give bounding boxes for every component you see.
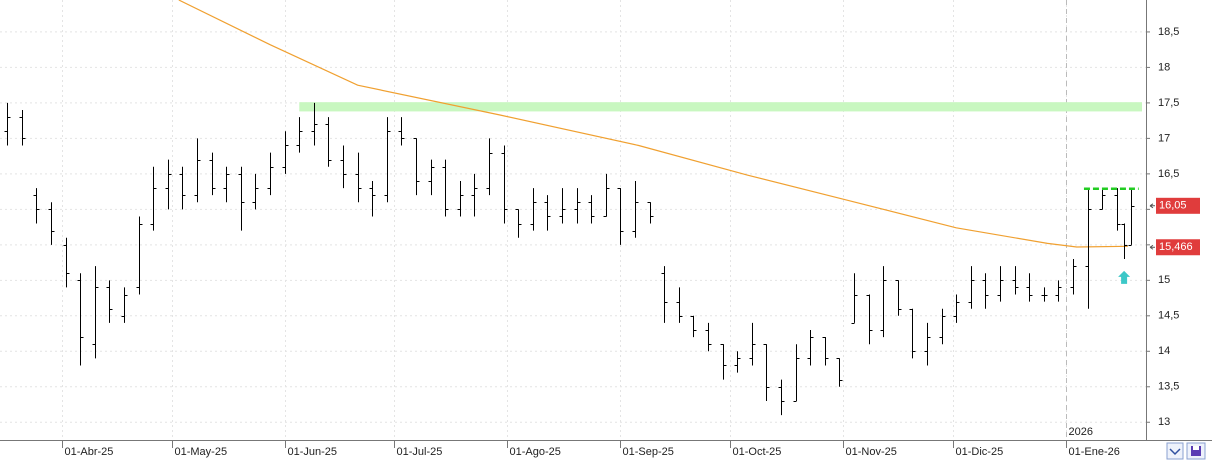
price-label-box — [1156, 239, 1200, 256]
x-tick-label: 01-Jul-25 — [397, 446, 443, 458]
y-tick-label: 13,5 — [1158, 381, 1179, 393]
signal-arrow — [1118, 270, 1131, 284]
y-tick-label: 14,5 — [1158, 310, 1179, 322]
x-tick-label: 01-Nov-25 — [846, 446, 897, 458]
y-tick-label: 18,5 — [1158, 26, 1179, 38]
scroll-icon — [1169, 448, 1181, 456]
y-tick-label: 18 — [1158, 61, 1170, 73]
moving-average — [178, 0, 1128, 248]
x-tick-label: 01-Dic-25 — [956, 446, 1004, 458]
x-tick-label: 01-May-25 — [175, 446, 228, 458]
resistance-zone — [299, 102, 1142, 112]
year-label: 2026 — [1069, 426, 1093, 438]
price-label: 15,466 — [1159, 241, 1193, 253]
y-tick-label: 17,5 — [1158, 97, 1179, 109]
price-label-box — [1156, 197, 1200, 214]
y-tick-label: 15 — [1158, 274, 1170, 286]
y-tick-label: 17 — [1158, 132, 1170, 144]
y-tick-label: 16,5 — [1158, 168, 1179, 180]
scroll-button[interactable] — [1166, 442, 1184, 460]
price-pointer — [1149, 203, 1155, 209]
x-tick-label: 01-Oct-25 — [733, 446, 782, 458]
y-tick-label: 13 — [1158, 416, 1170, 428]
x-tick-label: 01-Ago-25 — [510, 446, 561, 458]
x-tick-label: 01-Ene-26 — [1069, 446, 1120, 458]
price-label: 16,05 — [1159, 200, 1187, 212]
price-pointer — [1149, 244, 1155, 250]
x-tick-label: 01-Sep-25 — [623, 446, 674, 458]
y-tick-label: 14 — [1158, 345, 1170, 357]
save-icon-slot — [1193, 446, 1199, 450]
x-tick-label: 01-Jun-25 — [288, 446, 338, 458]
x-tick-label: 01-Abr-25 — [65, 446, 114, 458]
save-icon — [1191, 446, 1201, 456]
